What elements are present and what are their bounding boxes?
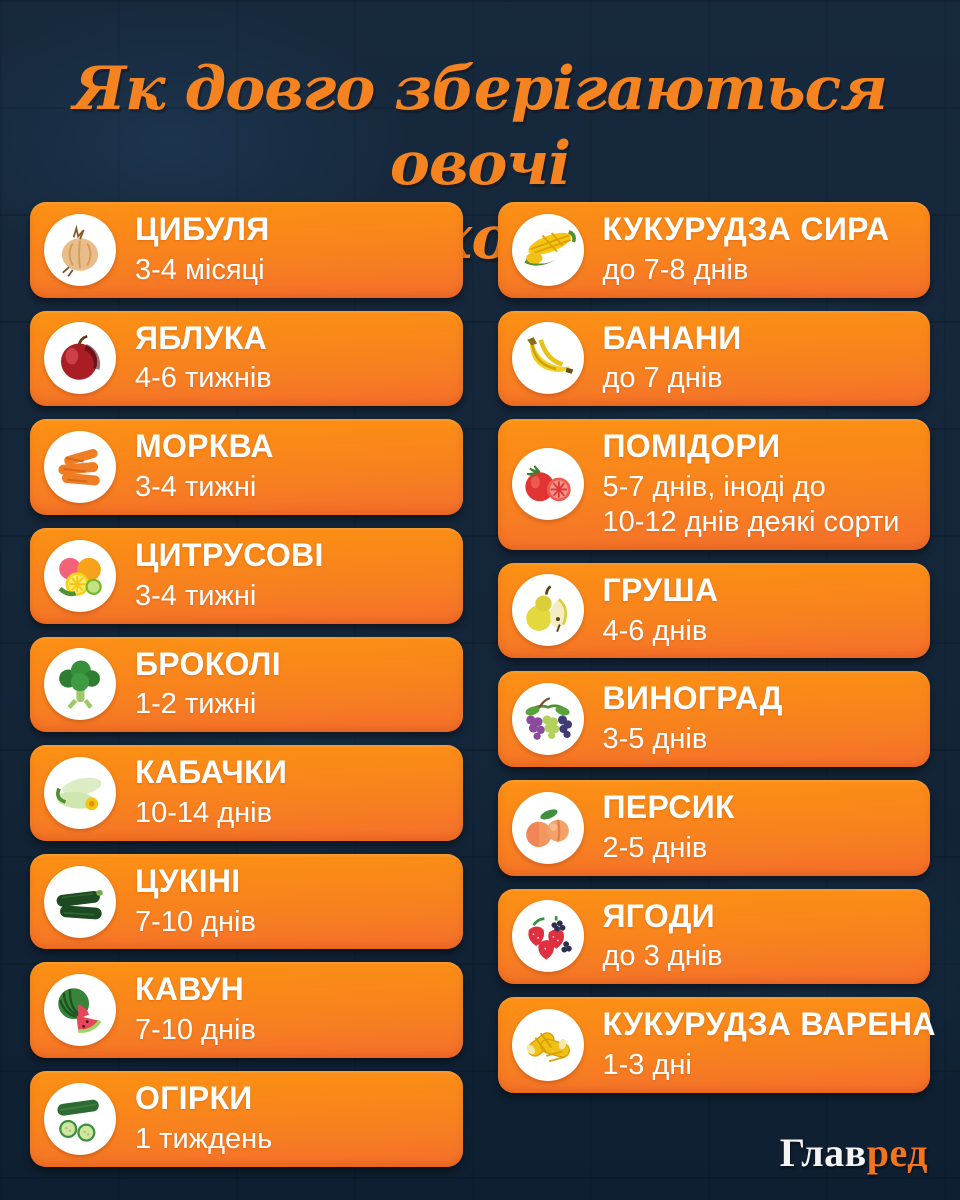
right-column: КУКУРУДЗА СИРА до 7-8 днів БАНАНИ до 7 д…: [497, 202, 936, 1167]
berries-icon: [511, 900, 584, 973]
duration-line: 1 тиждень: [135, 1122, 273, 1155]
card-title: ВИНОГРАД: [602, 680, 783, 717]
card-duration: до 7-8 днів: [603, 253, 890, 288]
cards-area: ЦИБУЛЯ 3-4 місяці ЯБЛУКА 4-6 тижнів МОРК…: [30, 202, 936, 1167]
banana-icon: [511, 322, 584, 395]
card-title: ЯГОДИ: [602, 897, 715, 934]
duration-line: до 7 днів: [602, 362, 723, 395]
watermelon-icon: [44, 974, 116, 1047]
duration-line: 4-6 днів: [602, 614, 708, 647]
card-watermelon: КАВУН 7-10 днів: [30, 962, 463, 1058]
card-duration: 1 тиждень: [135, 1122, 272, 1157]
card-title: ПОМІДОРИ: [602, 428, 781, 465]
card-duration: 1-2 тижні: [135, 687, 281, 722]
glavred-logo: Главред: [780, 1129, 928, 1176]
card-title: ЯБЛУКА: [135, 319, 268, 356]
duration-line: 7-10 днів: [135, 905, 256, 938]
card-duration: 7-10 днів: [135, 1013, 256, 1048]
cucumber-icon: [44, 1082, 116, 1155]
logo-part-white: Глав: [779, 1130, 867, 1175]
zucchini-icon: [44, 865, 116, 938]
card-title: БАНАНИ: [602, 319, 742, 356]
duration-line: 1-2 тижні: [135, 688, 257, 721]
duration-line: 4-6 тижнів: [135, 362, 272, 395]
citrus-icon: [44, 539, 116, 612]
card-title: ЦИТРУСОВІ: [135, 536, 324, 573]
peach-icon: [511, 791, 584, 864]
card-onion: ЦИБУЛЯ 3-4 місяці: [30, 202, 463, 298]
duration-line: до 3 днів: [602, 940, 723, 973]
card-berries: ЯГОДИ до 3 днів: [497, 888, 930, 985]
card-title: ГРУША: [602, 571, 719, 608]
card-title: КУКУРУДЗА СИРА: [602, 211, 890, 247]
card-duration: 7-10 днів: [135, 905, 256, 940]
card-zucchini: ЦУКІНІ 7-10 днів: [30, 853, 463, 950]
left-column: ЦИБУЛЯ 3-4 місяці ЯБЛУКА 4-6 тижнів МОРК…: [30, 202, 463, 1167]
card-pear: ГРУША 4-6 днів: [497, 562, 930, 659]
card-title: МОРКВА: [135, 428, 274, 465]
card-title: ЦИБУЛЯ: [135, 211, 270, 247]
duration-line: 3-4 місяці: [135, 253, 265, 286]
card-carrot: МОРКВА 3-4 тижні: [30, 419, 463, 515]
card-tomato: ПОМІДОРИ 5-7 днів, іноді до 10-12 днів де…: [497, 419, 930, 550]
duration-line: до 7-8 днів: [602, 253, 749, 286]
carrot-icon: [44, 431, 116, 504]
card-grapes: ВИНОГРАД 3-5 днів: [497, 671, 930, 767]
pear-icon: [511, 574, 584, 647]
card-duration: до 7 днів: [603, 361, 742, 396]
card-duration: 4-6 тижнів: [135, 361, 272, 396]
duration-line: 10-12 днів деякі сорти: [602, 505, 900, 538]
card-duration: до 3 днів: [603, 939, 723, 974]
card-title: БРОКОЛІ: [135, 645, 281, 682]
grapes-icon: [511, 683, 584, 756]
corn-cooked-icon: [511, 1008, 584, 1081]
card-title: ЦУКІНІ: [135, 862, 241, 899]
duration-line: 7-10 днів: [135, 1014, 256, 1047]
tomato-icon: [511, 448, 584, 521]
duration-line: 10-14 днів: [135, 796, 273, 829]
card-duration: 5-7 днів, іноді до 10-12 днів деякі сорти: [603, 470, 900, 540]
apple-icon: [44, 322, 116, 395]
card-duration: 3-4 тижні: [135, 579, 324, 614]
card-duration: 3-5 днів: [603, 722, 783, 757]
card-squash: КАБАЧКИ 10-14 днів: [30, 745, 463, 841]
card-title: КАБАЧКИ: [135, 754, 288, 791]
card-duration: 1-3 дні: [603, 1048, 917, 1083]
duration-line: 3-4 тижні: [135, 471, 257, 504]
corn-raw-icon: [511, 213, 584, 286]
card-peach: ПЕРСИК 2-5 днів: [497, 779, 930, 876]
logo-part-orange: ред: [866, 1130, 928, 1175]
title-line-1: Як довго зберігаються овочі: [73, 54, 888, 199]
card-title: КАВУН: [135, 971, 245, 1008]
duration-line: 3-4 тижні: [135, 579, 257, 612]
card-title: КУКУРУДЗА ВАРЕНА: [602, 1006, 936, 1043]
duration-line: 5-7 днів, іноді до: [602, 471, 826, 504]
card-title: ПЕРСИК: [602, 788, 735, 825]
card-title: ОГІРКИ: [135, 1080, 253, 1116]
duration-line: 3-5 днів: [602, 723, 708, 756]
card-duration: 4-6 днів: [603, 614, 719, 649]
card-duration: 10-14 днів: [135, 796, 287, 831]
card-cucumber: ОГІРКИ 1 тиждень: [30, 1071, 463, 1167]
duration-line: 1-3 дні: [602, 1049, 692, 1081]
duration-line: 2-5 днів: [602, 831, 708, 864]
card-corn-raw: КУКУРУДЗА СИРА до 7-8 днів: [497, 202, 930, 298]
card-apple: ЯБЛУКА 4-6 тижнів: [30, 310, 463, 407]
card-citrus: ЦИТРУСОВІ 3-4 тижні: [30, 527, 463, 624]
card-banana: БАНАНИ до 7 днів: [497, 310, 930, 407]
card-duration: 3-4 тижні: [135, 470, 274, 505]
onion-icon: [44, 213, 116, 286]
card-duration: 3-4 місяці: [135, 253, 270, 288]
broccoli-icon: [44, 648, 116, 721]
squash-icon: [44, 756, 116, 829]
card-broccoli: БРОКОЛІ 1-2 тижні: [30, 636, 463, 733]
card-corn-cooked: КУКУРУДЗА ВАРЕНА 1-3 дні: [497, 997, 936, 1093]
card-duration: 2-5 днів: [603, 831, 735, 866]
